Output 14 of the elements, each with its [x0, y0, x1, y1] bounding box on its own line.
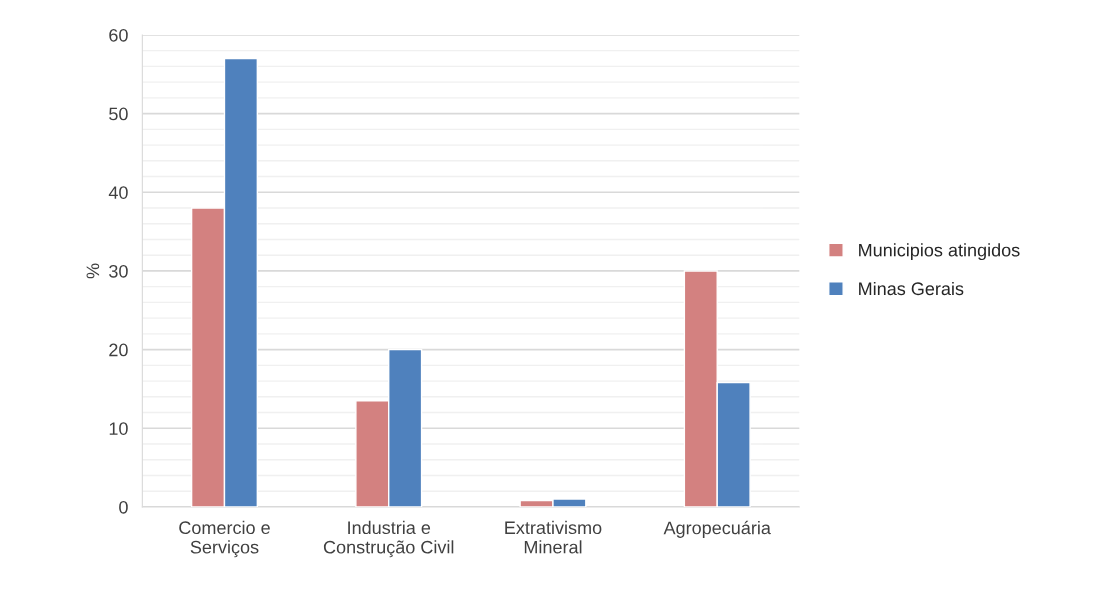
x-tick-label: Extrativismo Mineral	[505, 520, 602, 554]
y-tick-label: 50	[109, 107, 128, 121]
y-tick-label: 40	[108, 186, 128, 199]
y-tick-label: 30	[109, 264, 128, 278]
y-tick-label: 0	[119, 500, 128, 514]
y-tick-label: 10	[109, 422, 128, 435]
y-tick-label: 20	[109, 343, 128, 357]
legend-label: Municipios atingidos	[859, 243, 1020, 261]
legend-label: Minas Gerais	[859, 281, 964, 296]
x-tick-label: Comercio e Serviços	[179, 520, 270, 558]
x-tick-label: Agropecuária	[663, 520, 771, 538]
y-axis-title: %	[86, 263, 100, 279]
x-tick-label: Industria e Construção Civil	[323, 520, 454, 558]
y-tick-label: 60	[109, 28, 128, 42]
